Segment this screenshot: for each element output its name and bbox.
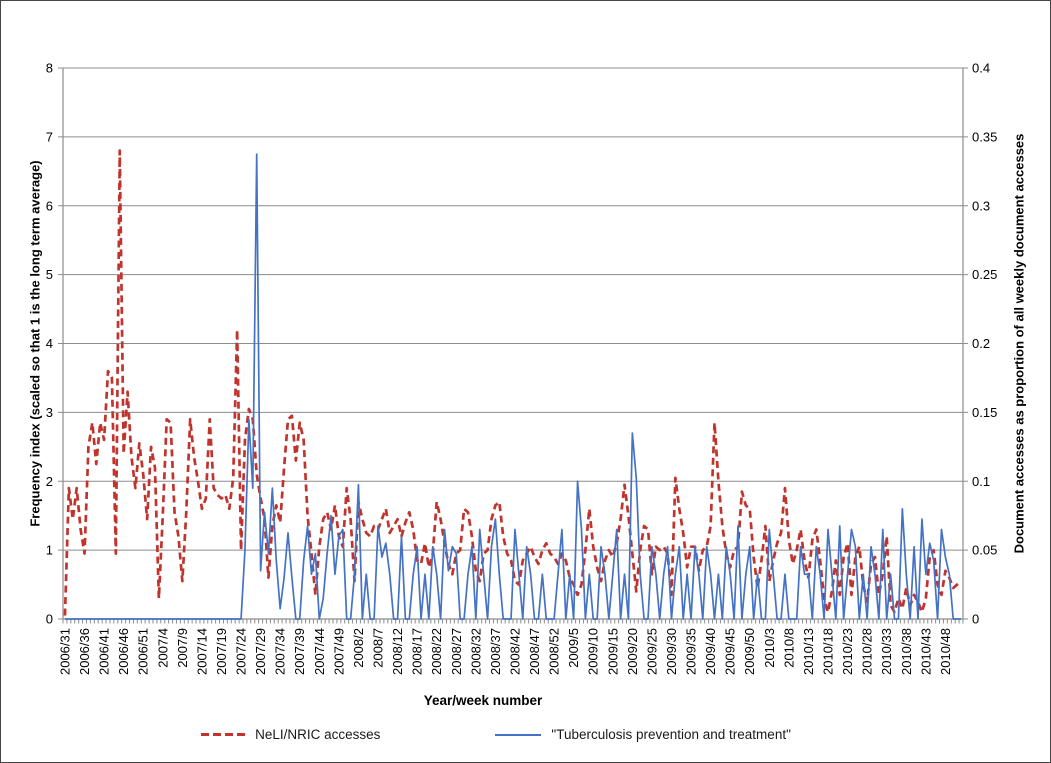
x-tick-label: 2008/47: [527, 628, 542, 675]
left-axis-tick-label: 1: [46, 543, 53, 558]
left-axis-tick-label: 2: [46, 474, 53, 489]
left-axis-tick-label: 0: [46, 612, 53, 627]
right-axis-tick-label: 0.35: [972, 129, 997, 144]
x-tick-label: 2007/9: [175, 628, 190, 668]
x-tick-label: 2008/42: [507, 628, 522, 675]
left-axis-tick-label: 6: [46, 198, 53, 213]
right-axis-tick-label: 0.05: [972, 543, 997, 558]
x-tick-label: 2010/13: [801, 628, 816, 675]
legend-red-dash-sample: [201, 733, 246, 736]
left-axis-tick-label: 3: [46, 405, 53, 420]
left-axis-tick-label: 5: [46, 267, 53, 282]
x-tick-label: 2008/17: [410, 628, 425, 675]
x-tick-label: 2009/45: [723, 628, 738, 675]
x-tick-label: 2008/2: [351, 628, 366, 668]
x-tick-label: 2007/24: [234, 628, 249, 675]
legend-label-tuberculosis: "Tuberculosis prevention and treatment": [551, 727, 791, 742]
x-tick-label: 2006/51: [136, 628, 151, 675]
right-axis-title-text: Document accesses as proportion of all w…: [1011, 133, 1027, 554]
legend-blue-line-sample: [495, 733, 542, 736]
x-tick-label: 2006/41: [97, 628, 112, 675]
x-axis-title: Year/week number: [423, 693, 543, 708]
left-axis-tick-label: 8: [46, 61, 53, 76]
gridlines: [63, 67, 963, 551]
x-tick-label: 2010/33: [879, 628, 894, 675]
right-axis-tick-label: 0.4: [972, 61, 990, 76]
x-tick-label: 2010/38: [899, 628, 914, 675]
legend: NeLI/NRIC accesses "Tuberculosis prevent…: [1, 727, 991, 742]
series-line-neli: [63, 149, 962, 616]
right-axis-tick-label: 0.3: [972, 198, 990, 213]
right-axis-tick-label: 0.1: [972, 474, 990, 489]
legend-label-neli: NeLI/NRIC accesses: [255, 727, 381, 742]
x-tick-label: 2010/28: [860, 628, 875, 675]
right-axis-title: Document accesses as proportion of all w…: [1009, 68, 1029, 619]
x-tick-label: 2009/5: [566, 628, 581, 668]
x-tick-label: 2009/10: [586, 628, 601, 675]
right-axis-tick-label: 0.25: [972, 267, 997, 282]
x-tick-label: 2008/7: [371, 628, 386, 668]
x-tick-label: 2007/14: [194, 628, 209, 675]
x-tick-label: 2008/22: [429, 628, 444, 675]
x-tick-label: 2006/31: [57, 628, 72, 675]
x-tick-label: 2007/44: [312, 628, 327, 675]
x-tick-label: 2008/32: [468, 628, 483, 675]
x-tick-label: 2010/48: [938, 628, 953, 675]
x-tick-label: 2008/12: [390, 628, 405, 675]
x-tick-label: 2008/27: [449, 628, 464, 675]
right-axis-tick-label: 0: [972, 612, 979, 627]
x-tick-label: 2010/18: [821, 628, 836, 675]
x-tick-label: 2010/43: [918, 628, 933, 675]
x-tick-label: 2007/39: [292, 628, 307, 675]
x-tick-label: 2009/25: [644, 628, 659, 675]
x-tick-label: 2010/8: [781, 628, 796, 668]
x-tick-label: 2007/34: [273, 628, 288, 675]
x-tick-label: 2009/20: [625, 628, 640, 675]
x-tick-label: 2008/37: [488, 628, 503, 675]
right-axis-tick-label: 0.2: [972, 336, 990, 351]
x-tick-label: 2006/46: [116, 628, 131, 675]
x-tick-label: 2008/52: [547, 628, 562, 675]
x-tick-label: 2007/49: [331, 628, 346, 675]
left-axis-tick-label: 7: [46, 129, 53, 144]
x-tick-label: 2006/36: [77, 628, 92, 675]
x-tick-label: 2009/30: [664, 628, 679, 675]
right-axis-tick-label: 0.15: [972, 405, 997, 420]
left-axis-title-text: Frequency index (scaled so that 1 is the…: [27, 160, 43, 527]
x-tick-label: 2007/29: [253, 628, 268, 675]
axis-ticks: [58, 67, 968, 624]
x-tick-label: 2007/19: [214, 628, 229, 675]
x-tick-label: 2009/50: [742, 628, 757, 675]
left-axis-tick-label: 4: [46, 336, 53, 351]
x-tick-label: 2007/4: [155, 628, 170, 668]
series-line-tuberculosis: [64, 153, 962, 620]
x-tick-label: 2010/3: [762, 628, 777, 668]
x-tick-label: 2009/40: [703, 628, 718, 675]
left-axis-title: Frequency index (scaled so that 1 is the…: [25, 68, 45, 619]
x-tick-label: 2010/23: [840, 628, 855, 675]
x-tick-label: 2009/35: [684, 628, 699, 675]
x-tick-label: 2009/15: [605, 628, 620, 675]
